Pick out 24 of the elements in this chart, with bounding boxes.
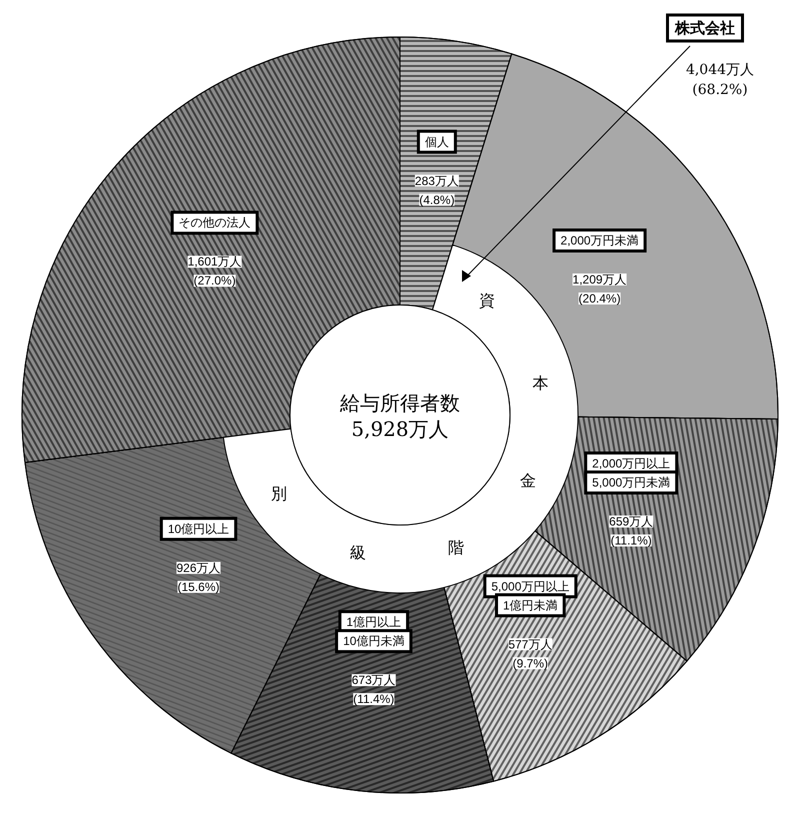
text: 5,928万人 <box>351 417 449 441</box>
data-label: 926万人 (15.6%) <box>176 560 221 594</box>
data-label: 659万人 (11.1%) <box>609 514 654 548</box>
slice-label: 5,000万円以上 1億円未満 <box>491 579 570 612</box>
text: 金 <box>520 471 536 490</box>
data-label: 1,601万人 (27.0%) <box>188 254 242 288</box>
text: 株式会社 <box>674 19 735 37</box>
data-label: 577万人 (9.7%) <box>508 637 552 670</box>
text: 級 <box>350 543 366 562</box>
text: 4,044万人 (68.2%) <box>686 62 754 98</box>
text: 本 <box>532 374 548 393</box>
text: 給与所得者数 <box>339 391 460 415</box>
slice-label: 個人 <box>424 134 449 149</box>
slice-label: 2,000万円以上 5,000万円未満 <box>592 456 670 490</box>
data-label: 283万人 (4.8%) <box>414 174 459 207</box>
slice-label: その他の法人 <box>178 216 251 230</box>
slice-label: 10億円以上 <box>168 522 230 536</box>
slice-label: 2,000万円未満 <box>560 233 639 248</box>
data-label: 673万人 (11.4%) <box>352 673 396 706</box>
slice-label: 1億円以上 10億円未満 <box>343 615 404 648</box>
text: 資 <box>479 290 496 310</box>
text: 階 <box>448 538 464 558</box>
data-label: 1,209万人 (20.4%) <box>572 272 627 306</box>
text: 別 <box>271 484 288 503</box>
